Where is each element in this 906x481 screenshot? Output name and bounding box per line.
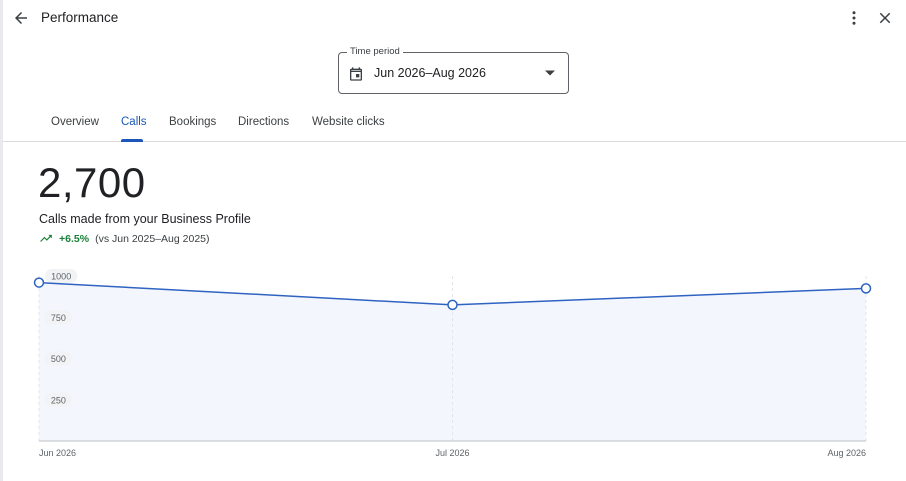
y-tick-label: 500 — [51, 354, 66, 364]
metric-description: Calls made from your Business Profile — [39, 212, 251, 226]
tab-bookings[interactable]: Bookings — [169, 116, 217, 128]
calendar-icon — [350, 67, 362, 81]
trend-change: +6.5% — [59, 233, 90, 245]
more-vert-icon — [852, 11, 856, 25]
dropdown-caret-icon — [545, 70, 555, 76]
calls-chart: 250 500 750 1000 Jun 2026 Jul 2026 Aug 2026 — [33, 269, 872, 458]
backdrop — [0, 0, 3, 481]
tab-calls[interactable]: Calls — [121, 116, 147, 128]
time-period-value: Jun 2026–Aug 2026 — [374, 66, 486, 80]
trend-comparison: (vs Jun 2025–Aug 2025) — [95, 233, 210, 245]
y-tick-label: 750 — [51, 313, 66, 323]
back-button[interactable] — [7, 4, 35, 32]
time-period-select[interactable]: Time period Jun 2026–Aug 2026 — [338, 46, 569, 94]
y-tick-pill — [45, 351, 72, 366]
data-point — [447, 299, 458, 311]
data-point — [33, 277, 45, 288]
close-button[interactable] — [871, 4, 899, 32]
y-tick-pill — [45, 310, 72, 325]
page-title: Performance — [41, 10, 119, 25]
performance-dialog: Performance Time period Jun 2026–Aug 202… — [3, 0, 906, 481]
tab-overview[interactable]: Overview — [51, 116, 99, 128]
time-period-label: Time period — [347, 46, 403, 58]
y-tick-pill — [45, 392, 72, 407]
metric-tabs: Overview Calls Bookings Directions Websi… — [3, 106, 906, 142]
x-tick-label: Jun 2026 — [39, 448, 76, 458]
y-tick-label: 250 — [51, 395, 66, 405]
y-tick-pill — [45, 269, 78, 283]
tab-website-clicks[interactable]: Website clicks — [312, 116, 385, 128]
more-options-button[interactable] — [840, 4, 868, 32]
close-icon — [879, 12, 891, 24]
y-tick-label: 1000 — [51, 272, 71, 282]
data-point — [860, 283, 872, 294]
calls-total: 2,700 — [38, 159, 146, 206]
trending-up-icon — [40, 234, 52, 242]
active-tab-indicator — [121, 139, 143, 142]
x-tick-label: Jul 2026 — [435, 448, 469, 458]
trend-row: +6.5% (vs Jun 2025–Aug 2025) — [39, 233, 210, 245]
arrow-back-icon — [15, 12, 27, 24]
tab-directions[interactable]: Directions — [238, 116, 290, 128]
x-tick-label: Aug 2026 — [827, 448, 866, 458]
